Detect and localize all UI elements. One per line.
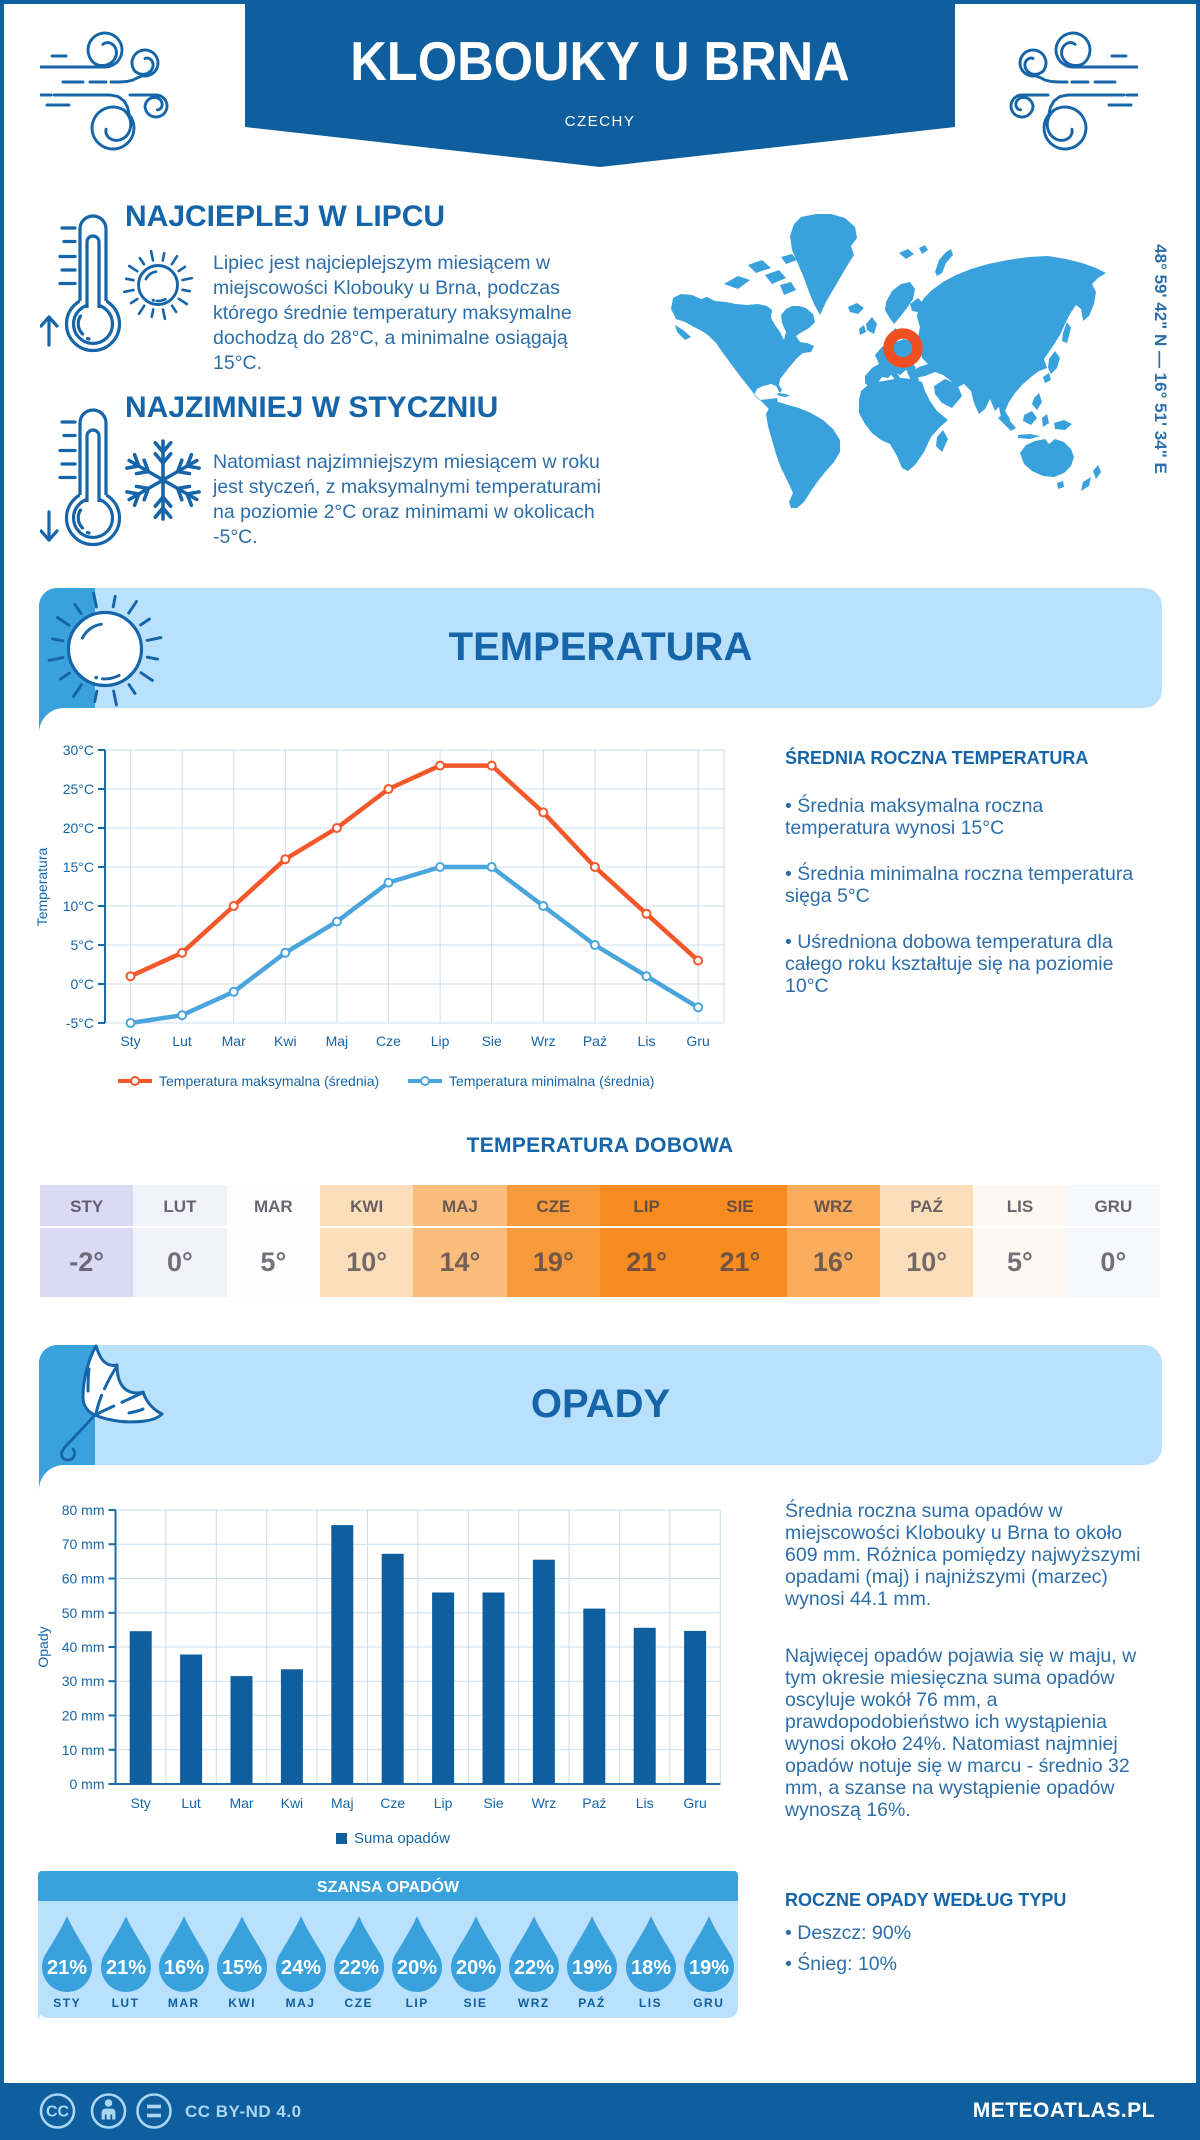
- svg-text:Temperatura: Temperatura: [34, 847, 50, 926]
- svg-text:16%: 16%: [164, 1957, 204, 1979]
- svg-text:19%: 19%: [572, 1957, 612, 1979]
- svg-text:Temperatura maksymalna (średni: Temperatura maksymalna (średnia): [159, 1073, 379, 1089]
- svg-text:Paź: Paź: [583, 1033, 607, 1049]
- svg-text:10°C: 10°C: [63, 898, 94, 914]
- svg-text:15°C: 15°C: [63, 859, 94, 875]
- svg-text:20°C: 20°C: [63, 820, 94, 836]
- svg-text:50 mm: 50 mm: [62, 1605, 105, 1621]
- svg-text:30 mm: 30 mm: [62, 1673, 105, 1689]
- svg-text:Gru: Gru: [686, 1033, 709, 1049]
- svg-text:80 mm: 80 mm: [62, 1502, 105, 1518]
- svg-text:20%: 20%: [397, 1957, 437, 1979]
- svg-text:Mar: Mar: [229, 1795, 253, 1811]
- svg-text:25°C: 25°C: [63, 781, 94, 797]
- svg-text:0 mm: 0 mm: [70, 1776, 105, 1792]
- svg-text:Sty: Sty: [120, 1033, 140, 1049]
- svg-text:30°C: 30°C: [63, 742, 94, 758]
- svg-text:22%: 22%: [339, 1957, 379, 1979]
- svg-text:Kwi: Kwi: [274, 1033, 297, 1049]
- svg-text:Lut: Lut: [181, 1795, 201, 1811]
- svg-text:Paź: Paź: [582, 1795, 606, 1811]
- svg-text:Gru: Gru: [683, 1795, 706, 1811]
- svg-text:10 mm: 10 mm: [62, 1742, 105, 1758]
- svg-text:24%: 24%: [280, 1957, 320, 1979]
- svg-text:21%: 21%: [105, 1957, 145, 1979]
- svg-text:15%: 15%: [222, 1957, 262, 1979]
- svg-text:5°C: 5°C: [71, 937, 95, 953]
- svg-text:Lip: Lip: [431, 1033, 450, 1049]
- svg-text:20 mm: 20 mm: [62, 1708, 105, 1724]
- svg-text:Lis: Lis: [638, 1033, 656, 1049]
- svg-text:18%: 18%: [630, 1957, 670, 1979]
- svg-text:Cze: Cze: [380, 1795, 405, 1811]
- svg-text:Lis: Lis: [636, 1795, 654, 1811]
- svg-text:Wrz: Wrz: [532, 1795, 557, 1811]
- svg-text:20%: 20%: [455, 1957, 495, 1979]
- svg-text:19%: 19%: [689, 1957, 729, 1979]
- svg-text:Cze: Cze: [376, 1033, 401, 1049]
- svg-text:-5°C: -5°C: [66, 1015, 94, 1031]
- svg-text:Maj: Maj: [331, 1795, 354, 1811]
- svg-text:Sty: Sty: [131, 1795, 151, 1811]
- svg-text:Sie: Sie: [482, 1033, 502, 1049]
- svg-text:Opady: Opady: [35, 1626, 51, 1667]
- svg-text:Lut: Lut: [172, 1033, 192, 1049]
- svg-text:40 mm: 40 mm: [62, 1639, 105, 1655]
- svg-text:Wrz: Wrz: [531, 1033, 556, 1049]
- svg-text:Lip: Lip: [434, 1795, 453, 1811]
- svg-text:Suma opadów: Suma opadów: [354, 1830, 450, 1847]
- svg-text:22%: 22%: [514, 1957, 554, 1979]
- svg-text:70 mm: 70 mm: [62, 1536, 105, 1552]
- svg-text:0°C: 0°C: [71, 976, 95, 992]
- svg-text:CC: CC: [46, 2104, 70, 2121]
- svg-text:Maj: Maj: [326, 1033, 349, 1049]
- svg-text:60 mm: 60 mm: [62, 1571, 105, 1587]
- svg-text:21%: 21%: [47, 1957, 87, 1979]
- svg-text:Temperatura minimalna (średnia: Temperatura minimalna (średnia): [449, 1073, 654, 1089]
- svg-text:Mar: Mar: [222, 1033, 246, 1049]
- svg-text:Kwi: Kwi: [281, 1795, 304, 1811]
- svg-text:Sie: Sie: [483, 1795, 503, 1811]
